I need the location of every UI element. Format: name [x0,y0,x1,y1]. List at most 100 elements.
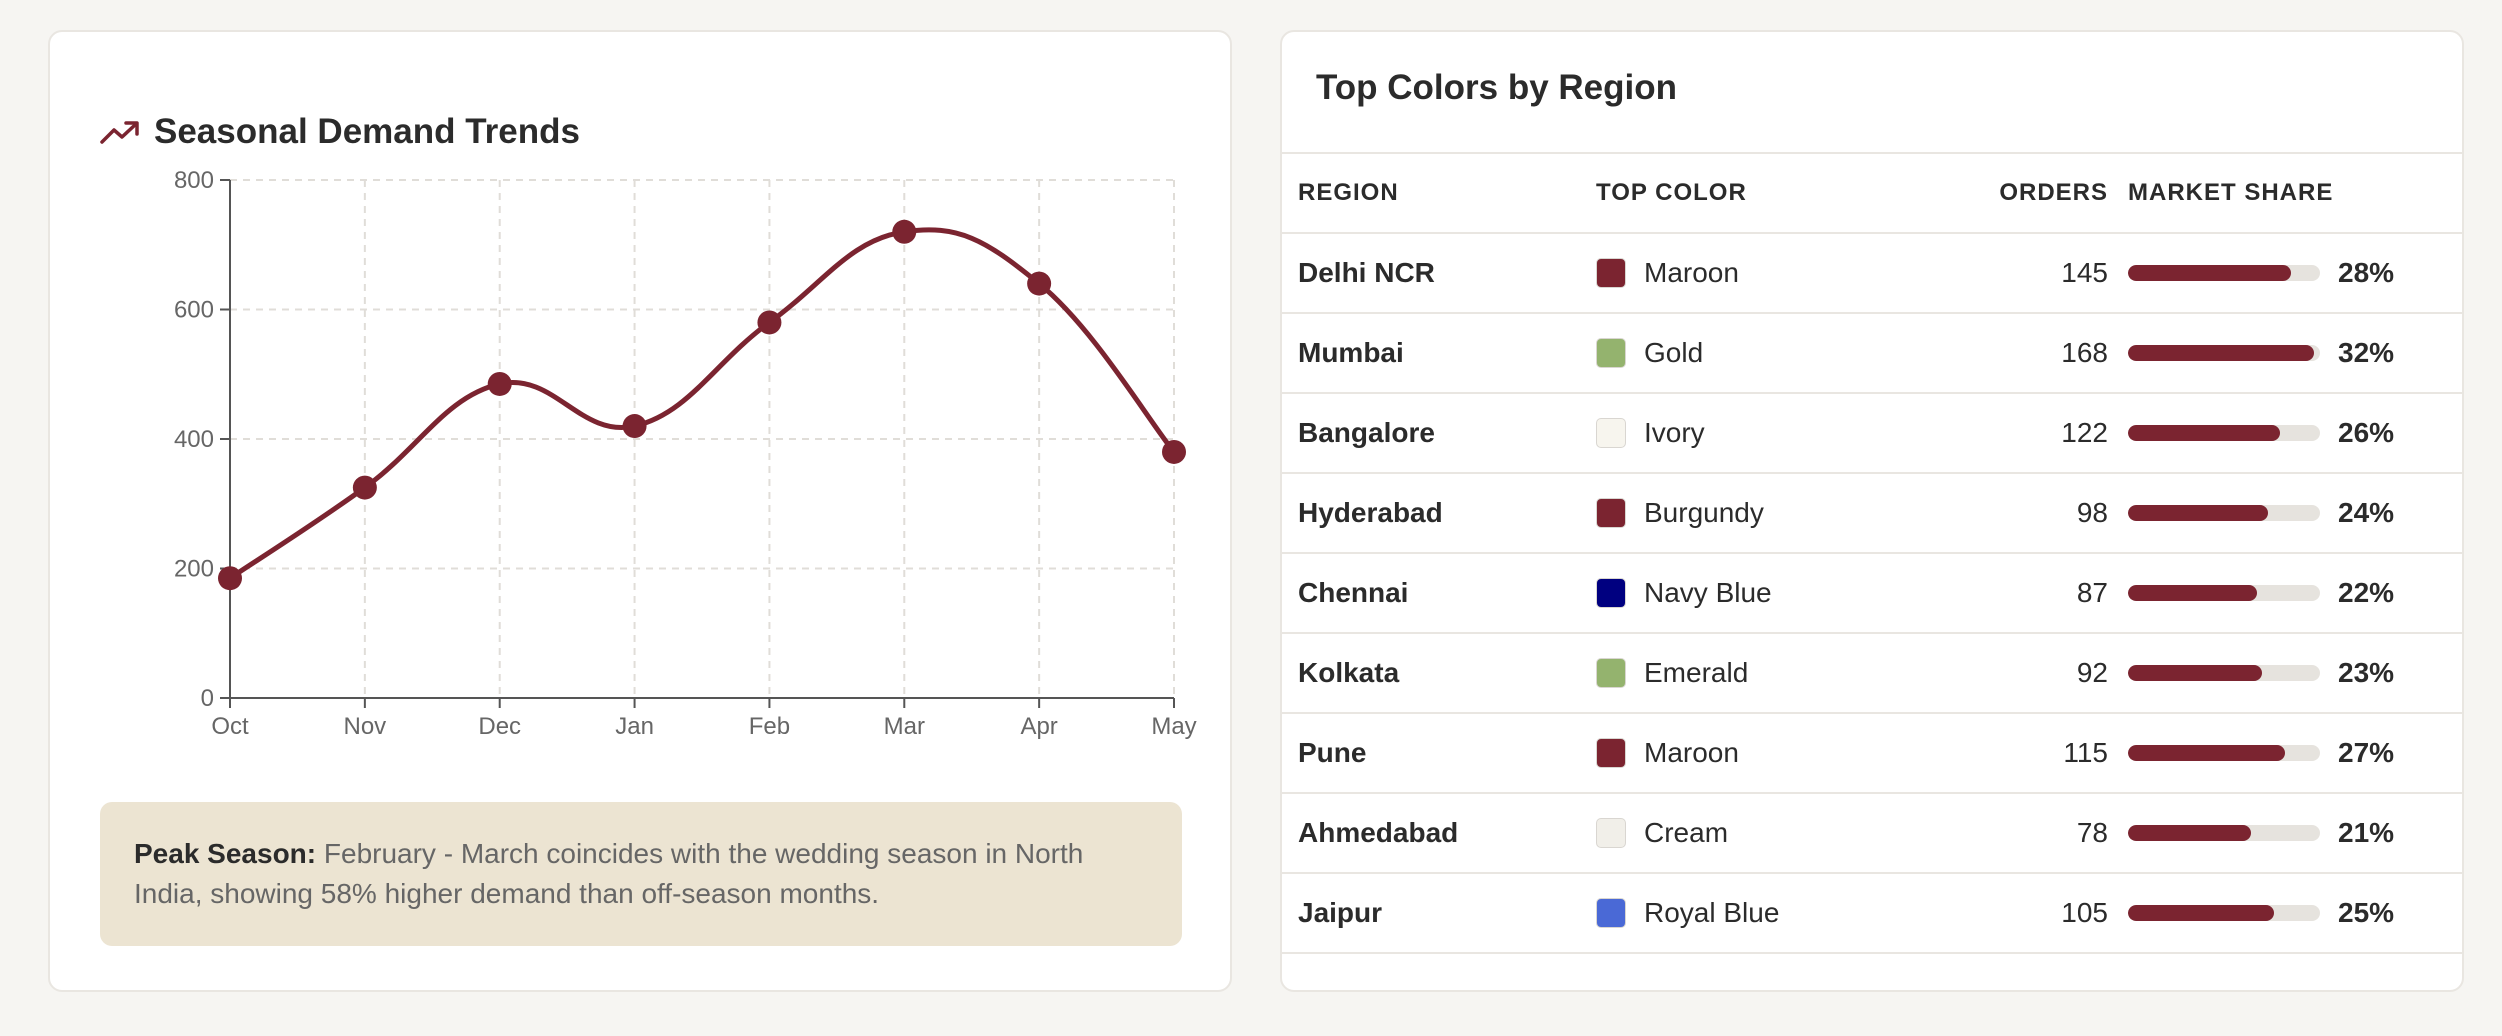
chart-tick-labels: 0 200 400 600 800 Oct Nov Dec Jan Feb Mar Apr May [174,167,1197,740]
trending-up-icon [100,121,139,144]
title-divider [1282,152,2462,154]
top-color-cell: Gold [1596,314,1926,392]
share-bar-track [2128,505,2320,521]
region-cell: Ahmedabad [1298,794,1578,872]
x-tick-label: Jan [615,713,654,740]
data-point [352,475,377,500]
share-bar-track [2128,665,2320,681]
share-bar-fill [2128,345,2315,361]
color-name: Royal Blue [1644,897,1780,928]
orders-cell: 145 [1932,234,2108,312]
table-row: Ahmedabad Cream 78 21% [1282,794,2462,874]
share-value: 23% [2338,657,2395,688]
market-share-cell: 27% [2128,714,2448,792]
share-bar-fill [2128,585,2257,601]
x-tick-label: May [1151,713,1196,740]
share-bar-track [2128,425,2320,441]
orders-value: 115 [2063,737,2108,768]
region-name: Jaipur [1298,897,1383,928]
data-point [1027,271,1052,296]
region-cell: Jaipur [1298,874,1578,952]
x-tick-label: Oct [211,713,249,740]
top-color-cell: Cream [1596,794,1926,872]
market-share-cell: 28% [2128,234,2448,312]
color-name: Maroon [1644,737,1739,768]
orders-cell: 98 [1932,474,2108,552]
region-name: Delhi NCR [1298,257,1435,288]
top-colors-title: Top Colors by Region [1316,68,1678,107]
peak-season-note: Peak Season: February - March coincides … [100,802,1182,946]
share-bar-track [2128,745,2320,761]
table-body: Delhi NCR Maroon 145 28% Mumbai Gold 168 32% Ban… [1282,234,2462,954]
market-share-cell: 23% [2128,634,2448,712]
color-swatch [1596,898,1626,928]
color-name: Emerald [1644,657,1749,688]
share-bar-track [2128,265,2320,281]
color-swatch [1596,578,1626,608]
top-colors-card: Top Colors by Region REGION TOP COLOR OR… [1280,30,2464,992]
orders-value: 122 [2061,417,2108,448]
share-bar-track [2128,905,2320,921]
data-point [487,371,512,396]
market-share-cell: 26% [2128,394,2448,472]
color-name: Burgundy [1644,497,1764,528]
market-share-cell: 25% [2128,874,2448,952]
share-bar-track [2128,585,2320,601]
demand-line-chart: 0 200 400 600 800 Oct Nov Dec Jan Feb Mar Apr May [174,167,1197,740]
column-header-top-color: TOP COLOR [1596,179,1747,206]
y-tick-label: 600 [174,297,214,324]
region-cell: Chennai [1298,554,1578,632]
share-bar-fill [2128,745,2286,761]
share-bar-fill [2128,505,2269,521]
top-color-cell: Maroon [1596,714,1926,792]
share-bar-fill [2128,425,2280,441]
share-bar-fill [2128,905,2274,921]
region-cell: Delhi NCR [1298,234,1578,312]
table-row: Hyderabad Burgundy 98 24% [1282,474,2462,554]
color-swatch [1596,738,1626,768]
table-row: Mumbai Gold 168 32% [1282,314,2462,394]
table-row: Kolkata Emerald 92 23% [1282,634,2462,714]
top-color-cell: Navy Blue [1596,554,1926,632]
share-value: 28% [2338,257,2395,288]
region-table: REGION TOP COLOR ORDERS MARKET SHARE Del… [1282,154,2462,954]
data-point [218,566,242,591]
color-name: Navy Blue [1644,577,1772,608]
color-swatch [1596,258,1626,288]
top-color-cell: Ivory [1596,394,1926,472]
share-value: 21% [2338,817,2395,848]
data-point [892,219,917,244]
share-bar-track [2128,825,2320,841]
top-color-cell: Emerald [1596,634,1926,712]
share-bar-fill [2128,825,2251,841]
table-header-row: REGION TOP COLOR ORDERS MARKET SHARE [1282,154,2462,234]
top-color-cell: Maroon [1596,234,1926,312]
share-value: 32% [2338,337,2395,368]
x-tick-label: Feb [749,713,790,740]
data-point [1162,439,1186,464]
column-header-orders: ORDERS [1999,179,2108,206]
y-tick-label: 0 [201,685,214,712]
color-name: Ivory [1644,417,1705,448]
region-cell: Hyderabad [1298,474,1578,552]
share-bar-fill [2128,265,2292,281]
region-cell: Pune [1298,714,1578,792]
peak-season-label: Peak Season: [134,838,317,869]
color-name: Cream [1644,817,1729,848]
region-name: Ahmedabad [1298,817,1459,848]
region-name: Hyderabad [1298,497,1443,528]
data-point [622,414,647,439]
share-value: 27% [2338,737,2395,768]
seasonal-demand-title: Seasonal Demand Trends [154,112,580,151]
region-name: Bangalore [1298,417,1435,448]
orders-cell: 105 [1932,874,2108,952]
color-swatch [1596,338,1626,368]
x-tick-label: Apr [1020,713,1057,740]
share-value: 26% [2338,417,2395,448]
share-value: 25% [2338,897,2395,928]
seasonal-demand-card: Seasonal Demand Trends 0 200 400 600 800 Oct N… [48,30,1232,992]
orders-cell: 168 [1932,314,2108,392]
orders-value: 168 [2061,337,2108,368]
color-swatch [1596,658,1626,688]
color-swatch [1596,418,1626,448]
